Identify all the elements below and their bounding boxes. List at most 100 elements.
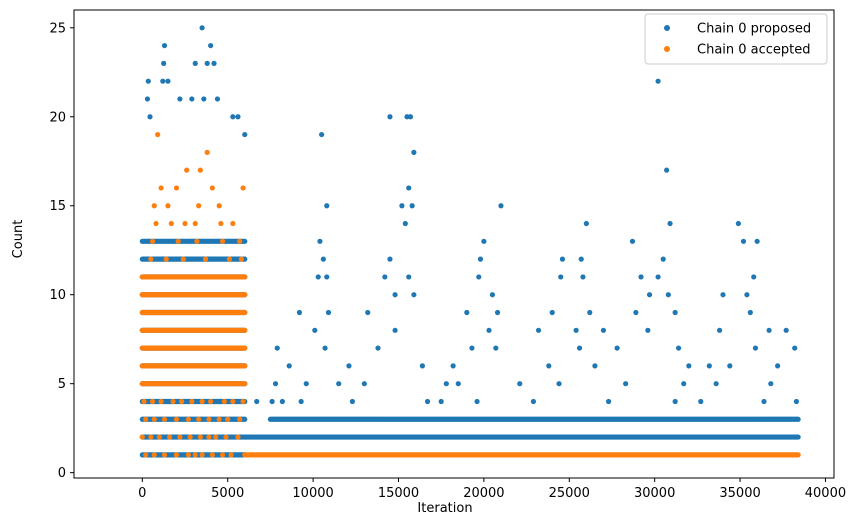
x-tick-label: 10000 bbox=[292, 486, 333, 501]
data-point bbox=[646, 292, 653, 298]
data-point bbox=[686, 363, 692, 369]
data-point bbox=[382, 274, 388, 280]
y-tick-label: 5 bbox=[58, 377, 66, 392]
data-point bbox=[192, 220, 198, 227]
data-point bbox=[170, 398, 176, 405]
data-point bbox=[161, 452, 168, 458]
data-point bbox=[365, 309, 371, 316]
data-point bbox=[792, 345, 798, 351]
data-point bbox=[481, 238, 487, 244]
data-point bbox=[783, 327, 789, 333]
data-point bbox=[206, 434, 212, 440]
data-point bbox=[325, 309, 332, 316]
data-point bbox=[675, 345, 682, 351]
data-point bbox=[720, 292, 726, 298]
data-point bbox=[143, 416, 149, 422]
data-point bbox=[148, 434, 154, 440]
data-point bbox=[184, 167, 190, 173]
data-point bbox=[161, 42, 168, 49]
data-point bbox=[392, 292, 398, 298]
data-point bbox=[151, 416, 157, 422]
data-point bbox=[477, 256, 484, 262]
data-point bbox=[375, 345, 381, 351]
data-point bbox=[286, 363, 292, 369]
data-point bbox=[214, 96, 221, 102]
data-point bbox=[197, 167, 203, 173]
data-point bbox=[209, 185, 215, 191]
data-point bbox=[151, 452, 157, 458]
data-point bbox=[143, 452, 149, 458]
data-point bbox=[754, 238, 760, 244]
data-point bbox=[655, 78, 661, 84]
data-point bbox=[177, 96, 183, 102]
data-point bbox=[406, 274, 412, 280]
data-point bbox=[199, 398, 205, 405]
data-point bbox=[194, 238, 200, 244]
data-point bbox=[168, 220, 174, 227]
plot-area bbox=[139, 25, 801, 458]
data-point bbox=[238, 256, 244, 262]
data-point bbox=[450, 363, 456, 369]
data-point bbox=[254, 398, 260, 405]
data-point bbox=[580, 274, 586, 280]
data-point bbox=[218, 220, 224, 227]
data-point bbox=[165, 203, 171, 209]
data-point bbox=[409, 203, 415, 209]
data-point bbox=[623, 381, 629, 387]
data-point bbox=[213, 434, 219, 440]
data-point bbox=[226, 256, 233, 262]
data-point bbox=[185, 416, 192, 422]
data-point bbox=[324, 203, 330, 209]
data-point bbox=[411, 292, 417, 298]
data-point bbox=[600, 327, 607, 333]
x-axis-title: Iteration bbox=[417, 501, 472, 516]
data-point bbox=[317, 238, 323, 244]
data-point bbox=[156, 434, 162, 440]
data-point bbox=[576, 345, 583, 351]
data-point bbox=[546, 363, 552, 369]
data-point bbox=[303, 381, 309, 387]
data-point bbox=[196, 416, 202, 422]
data-point bbox=[549, 309, 555, 316]
data-point bbox=[269, 398, 275, 405]
data-point bbox=[655, 274, 661, 280]
data-point bbox=[672, 398, 678, 405]
data-point bbox=[204, 149, 210, 155]
data-point bbox=[667, 220, 673, 227]
data-point bbox=[196, 203, 202, 209]
data-point bbox=[424, 398, 431, 405]
data-point bbox=[167, 434, 173, 440]
data-point bbox=[346, 363, 352, 369]
data-point bbox=[402, 220, 408, 227]
data-point bbox=[455, 381, 461, 387]
data-point bbox=[530, 398, 537, 405]
data-point bbox=[141, 398, 147, 405]
data-point bbox=[727, 363, 733, 369]
data-point bbox=[672, 309, 678, 316]
x-tick-label: 40000 bbox=[805, 486, 846, 501]
data-point bbox=[735, 220, 741, 227]
x-tick-label: 20000 bbox=[463, 486, 504, 501]
data-point bbox=[775, 363, 781, 369]
data-point bbox=[399, 203, 405, 209]
y-tick-label: 20 bbox=[49, 110, 66, 125]
data-point bbox=[185, 452, 192, 458]
axes: 0 5000 10000 15000 20000 25000 30000 35000 40000… bbox=[49, 9, 846, 501]
data-point bbox=[219, 452, 226, 458]
data-point bbox=[153, 220, 159, 227]
data-point bbox=[476, 274, 482, 280]
data-point bbox=[274, 345, 280, 351]
data-point bbox=[175, 238, 181, 244]
data-point bbox=[204, 60, 210, 66]
data-point bbox=[665, 292, 671, 298]
x-tick-label: 5000 bbox=[211, 486, 244, 501]
data-point bbox=[494, 309, 501, 316]
data-point bbox=[230, 398, 236, 405]
data-point bbox=[493, 345, 499, 351]
data-point bbox=[558, 274, 564, 280]
data-point bbox=[464, 309, 470, 316]
x-tick-label: 35000 bbox=[719, 486, 760, 501]
data-point bbox=[147, 114, 153, 120]
data-point bbox=[698, 398, 704, 405]
data-point bbox=[173, 452, 180, 458]
